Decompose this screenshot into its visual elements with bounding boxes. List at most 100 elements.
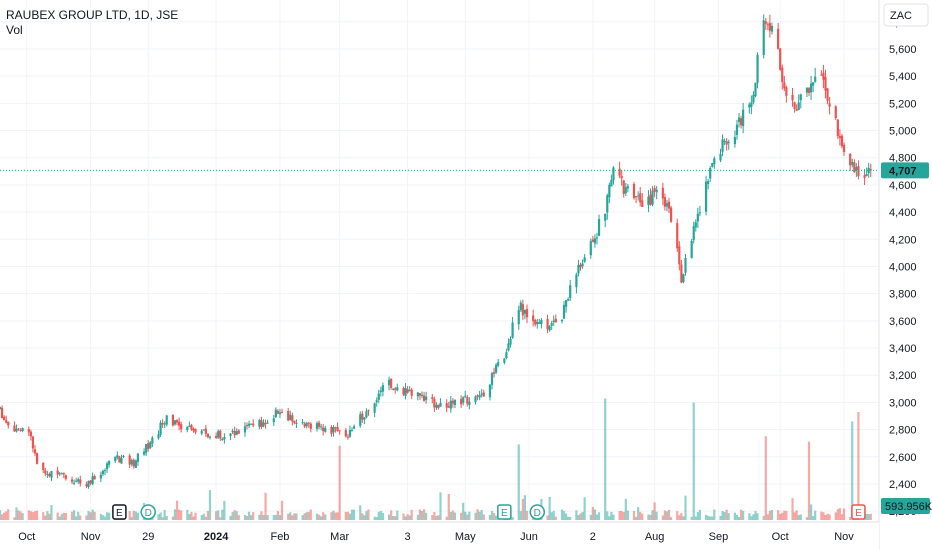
candle — [725, 137, 728, 151]
candle — [779, 47, 782, 71]
candle — [348, 425, 352, 438]
candle — [523, 309, 527, 320]
volume-bar — [75, 516, 78, 520]
volume-bar — [332, 510, 335, 520]
volume-bar — [669, 517, 673, 520]
candle — [105, 461, 109, 473]
candle — [130, 458, 133, 467]
earnings-marker[interactable]: E — [112, 504, 127, 520]
volume-bar — [655, 511, 658, 520]
volume-bar — [365, 511, 368, 520]
volume-bar — [550, 512, 553, 520]
volume-bar — [105, 512, 109, 520]
volume-bar — [451, 510, 454, 520]
volume-bar — [783, 510, 786, 520]
volume-bar — [287, 513, 290, 520]
volume-bar — [651, 510, 654, 520]
candle — [163, 421, 166, 429]
candle — [305, 421, 308, 429]
earnings-marker[interactable]: E — [497, 504, 512, 520]
volume-bar — [171, 516, 175, 520]
volume-bar — [324, 514, 327, 520]
candle — [593, 234, 597, 248]
candle — [396, 383, 399, 392]
volume-bar — [307, 511, 310, 520]
volume-bar — [768, 510, 771, 520]
candle — [836, 119, 839, 140]
volume-bar — [233, 510, 236, 520]
volume-bar — [375, 517, 378, 520]
volume-bar — [163, 509, 166, 520]
currency-label: ZAC — [890, 10, 912, 22]
candle — [278, 408, 282, 419]
volume-label[interactable]: Vol — [6, 23, 23, 37]
candle — [445, 399, 448, 413]
candle — [762, 14, 765, 59]
event-marker-label: D — [534, 508, 541, 519]
dividend-marker[interactable]: D — [529, 504, 546, 520]
earnings-marker[interactable]: E — [851, 504, 866, 520]
candle — [89, 479, 92, 486]
price-tick-label: 3,400 — [889, 343, 917, 355]
volume-bar — [466, 514, 469, 520]
time-axis[interactable] — [0, 522, 879, 550]
candle — [653, 185, 656, 198]
candle — [766, 22, 769, 31]
candle — [495, 363, 498, 375]
candle — [365, 408, 368, 419]
candle — [324, 425, 327, 433]
candle — [252, 419, 255, 428]
dividend-marker[interactable]: D — [140, 504, 156, 520]
candle — [517, 305, 520, 330]
candle — [826, 88, 829, 105]
volume-bar — [231, 512, 234, 520]
volume-bar — [291, 515, 294, 520]
volume-bar — [812, 516, 815, 520]
candle — [116, 451, 119, 460]
volume-bar — [390, 510, 393, 520]
time-tick-label: Feb — [270, 531, 289, 543]
volume-bar — [303, 513, 306, 520]
currency-button[interactable] — [883, 3, 929, 27]
volume-bar — [752, 514, 755, 520]
volume-bar — [418, 509, 422, 520]
candle — [756, 52, 759, 89]
volume-bar — [639, 511, 642, 520]
volume-bar — [626, 510, 629, 520]
candle — [589, 238, 592, 259]
volume-bar — [589, 514, 592, 520]
candle — [742, 103, 745, 134]
candle — [301, 419, 304, 425]
candle — [237, 429, 240, 434]
volume-bar — [766, 514, 769, 520]
candle — [27, 426, 30, 437]
volume-bar — [795, 510, 798, 520]
volume-bar — [188, 514, 191, 520]
volume-bar — [604, 398, 607, 520]
candle — [752, 91, 755, 105]
volume-bar — [814, 510, 817, 520]
candle — [834, 105, 837, 121]
volume-bar — [754, 511, 757, 520]
candle — [785, 85, 788, 103]
candle — [562, 301, 566, 320]
symbol-title[interactable]: RAUBEX GROUP LTD, 1D, JSE — [6, 8, 179, 22]
candle — [853, 159, 856, 173]
candle — [13, 421, 16, 432]
candle — [439, 398, 442, 407]
volume-bar — [0, 510, 2, 520]
candle — [50, 470, 53, 482]
candle — [468, 397, 471, 410]
volume-bar — [157, 514, 160, 520]
volume-bar — [869, 513, 872, 520]
candle — [136, 452, 140, 466]
volume-bar — [447, 493, 450, 520]
volume-bar — [849, 516, 852, 520]
price-tick-label: 4,800 — [889, 153, 917, 165]
candle — [266, 419, 269, 424]
candle — [58, 471, 61, 477]
volume-bar — [420, 511, 424, 520]
price-axis[interactable] — [879, 0, 932, 550]
